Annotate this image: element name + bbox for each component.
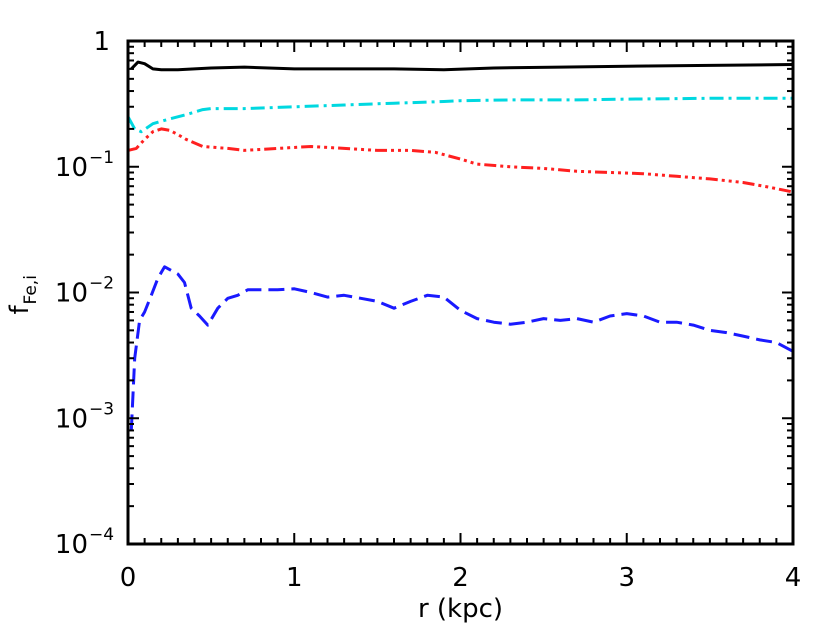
y-axis-title-main: f [5, 305, 35, 315]
x-tick-label: 1 [286, 563, 303, 593]
y-tick-label-base: 10 [55, 279, 88, 309]
x-tick-label: 2 [452, 563, 469, 593]
series-line-0 [130, 60, 794, 72]
y-tick-label: 1 [93, 27, 110, 57]
y-tick-label-base: 10 [55, 404, 88, 434]
y-tick-label-exponent: −1 [89, 148, 114, 168]
y-tick-label: 10 −1 [55, 148, 114, 183]
y-tick-label-exponent: −2 [89, 274, 114, 294]
plot-frame [126, 39, 795, 546]
x-tick-label: 4 [785, 563, 802, 593]
y-tick-label-exponent: −4 [89, 525, 114, 545]
y-tick-label: 10 −4 [55, 525, 114, 560]
series-line-2 [127, 127, 794, 194]
x-axis-title: r (kpc) [418, 594, 503, 623]
series-line-1 [126, 96, 793, 134]
y-tick-label-base: 10 [55, 530, 88, 560]
y-tick-label-exponent: −3 [89, 399, 114, 419]
y-tick-label: 10 −2 [55, 274, 114, 309]
x-tick-label: 3 [618, 563, 635, 593]
x-tick-label: 0 [120, 563, 137, 593]
y-tick-label-base: 1 [93, 27, 110, 57]
y-tick-label-base: 10 [55, 153, 88, 183]
y-axis-title: f Fe,i [5, 275, 41, 314]
y-tick-label: 10 −3 [55, 399, 114, 434]
y-axis-title-subscript: Fe,i [21, 275, 41, 304]
series-line-3 [129, 265, 794, 431]
series-layer [126, 60, 794, 431]
